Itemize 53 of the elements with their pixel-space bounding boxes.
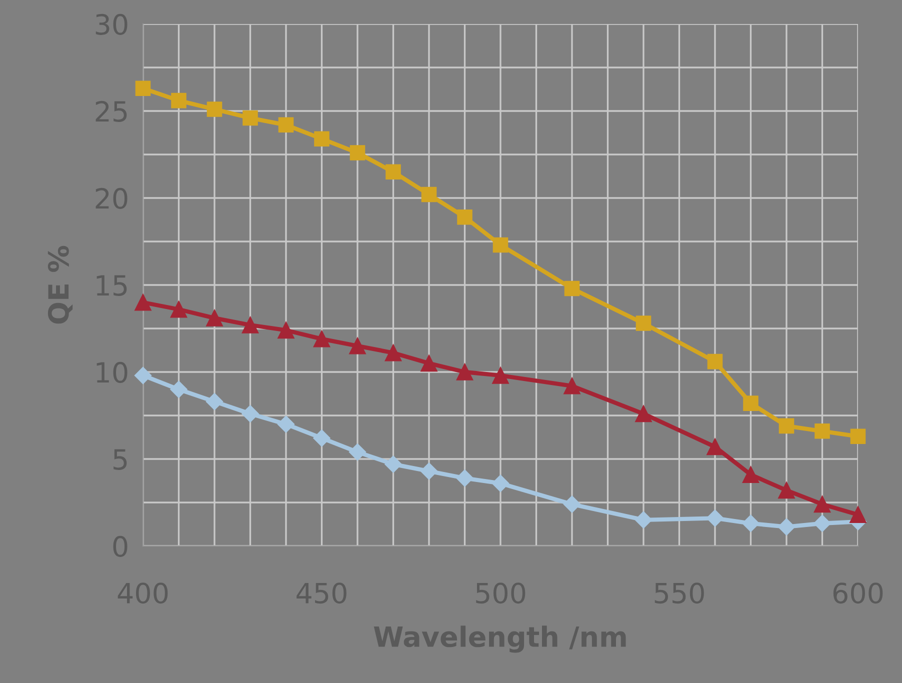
point [492, 237, 508, 253]
point [170, 301, 188, 318]
point [278, 117, 294, 133]
point [492, 367, 509, 384]
point [634, 511, 652, 528]
point [778, 518, 796, 536]
point [814, 514, 831, 532]
point [635, 405, 652, 422]
point [636, 316, 652, 331]
point [170, 380, 188, 398]
point [814, 424, 830, 439]
point [778, 418, 794, 434]
point [420, 354, 438, 372]
point [384, 456, 402, 473]
point [206, 310, 223, 326]
point [277, 416, 295, 433]
point [278, 322, 294, 339]
point [743, 396, 758, 411]
point [814, 496, 831, 513]
point [135, 80, 151, 96]
point [564, 378, 580, 394]
point [313, 330, 330, 348]
point [563, 496, 581, 513]
point [456, 470, 474, 487]
point [742, 466, 760, 483]
point [850, 506, 866, 524]
point [421, 186, 437, 202]
point [457, 210, 472, 225]
point [456, 364, 474, 380]
point [778, 482, 795, 499]
point [742, 514, 760, 532]
point [206, 393, 224, 410]
point [348, 443, 366, 461]
point [850, 428, 866, 444]
point [134, 294, 152, 311]
point [420, 462, 438, 480]
point [706, 510, 724, 527]
point [707, 354, 723, 370]
point [242, 110, 258, 126]
point [386, 164, 401, 180]
point [242, 316, 259, 334]
point [564, 280, 580, 296]
point [171, 92, 186, 108]
point [350, 145, 366, 160]
point [242, 405, 259, 422]
point [314, 131, 330, 146]
point [384, 344, 402, 362]
point [492, 474, 510, 492]
point [313, 430, 330, 447]
point [206, 102, 222, 117]
point [134, 366, 152, 384]
point [349, 338, 366, 354]
point [706, 438, 724, 456]
